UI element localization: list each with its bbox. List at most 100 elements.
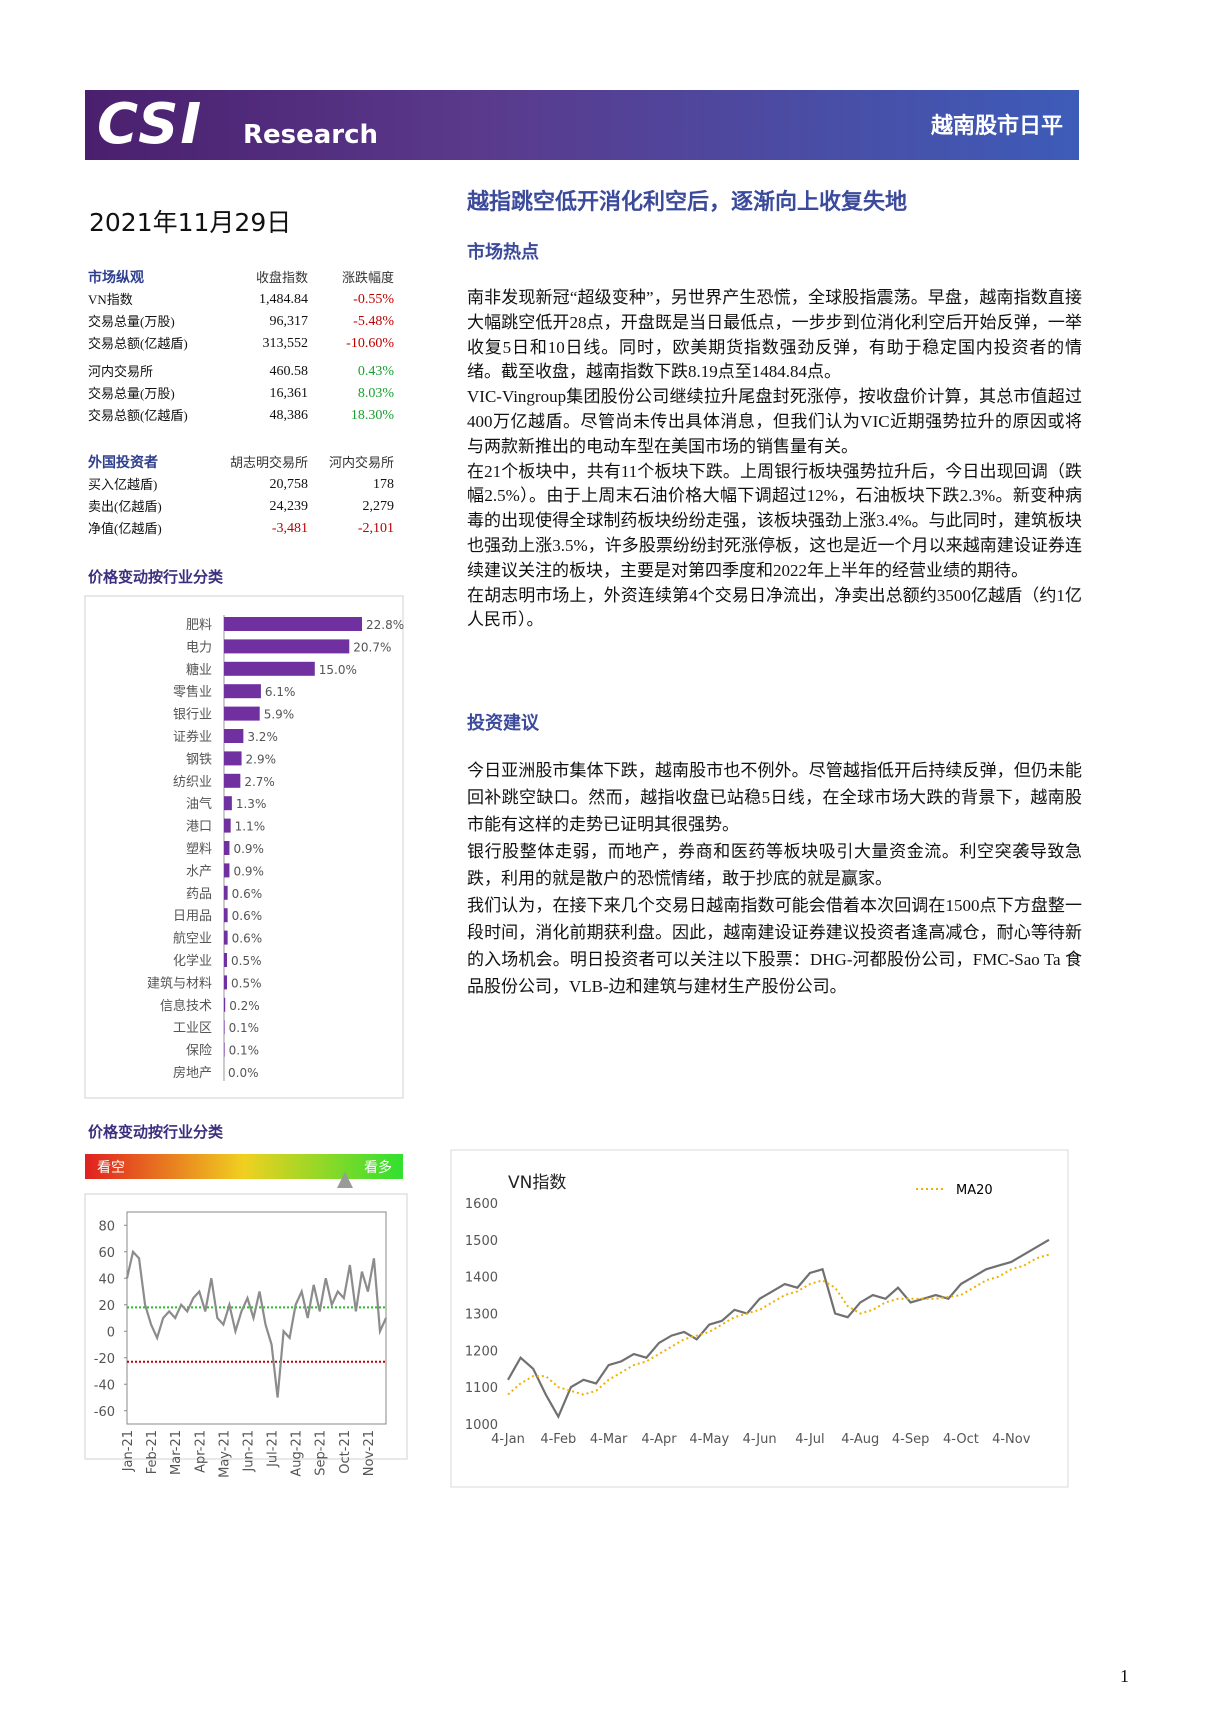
value-label: 3.2% (247, 730, 277, 744)
table-cell: -5.48% (353, 314, 394, 329)
series-line (507, 1238, 1050, 1420)
page-number: 1 (1120, 1666, 1129, 1686)
series-line (507, 1253, 1050, 1396)
section-heading: 投资建议 (467, 713, 539, 734)
y-tick-label: 60 (98, 1246, 115, 1261)
x-tick-label: Mar-21 (169, 1430, 184, 1475)
x-tick-label: 4-Aug (841, 1432, 879, 1447)
value-label: 15.0% (319, 663, 357, 677)
x-tick-label: 4-Sep (892, 1432, 929, 1447)
paragraph: 银行股整体走弱，而地产，券商和医药等板块吸引大量资金流。利空突袭导致急跌，利用的… (467, 842, 1082, 888)
value-label: 0.9% (233, 842, 264, 856)
y-tick-label: -20 (94, 1352, 115, 1367)
y-tick-label: -40 (94, 1378, 115, 1393)
header-cell: 胡志明交易所 (229, 455, 308, 470)
value-label: 20.7% (353, 640, 391, 654)
category-label: 房地产 (173, 1065, 212, 1081)
table-cell: 1,484.84 (259, 292, 308, 307)
sentiment-gradient (85, 1154, 403, 1179)
value-label: 0.9% (233, 864, 264, 878)
table-cell: VN指数 (88, 292, 133, 307)
legend-label: MA20 (956, 1183, 993, 1198)
x-tick-label: 4-Nov (992, 1432, 1031, 1447)
bar (224, 796, 232, 811)
bar (224, 975, 228, 990)
bar (224, 661, 315, 676)
table-cell: 交易总额(亿越盾) (88, 336, 188, 351)
x-tick-label: Jun-21 (241, 1430, 256, 1473)
value-label: 0.6% (232, 887, 263, 901)
table-cell: 卖出(亿越盾) (88, 499, 162, 514)
header-cell: 外国投资者 (88, 455, 158, 471)
y-tick-label: 1200 (465, 1344, 498, 1359)
bar (224, 706, 260, 721)
x-tick-label: Sep-21 (314, 1430, 329, 1476)
x-tick-label: Apr-21 (193, 1430, 208, 1473)
category-label: 航空业 (173, 931, 212, 947)
market-table: 市场纵观 收盘指数 涨跌幅度 VN指数 1,484.84 -0.55% 交易总量(万股) 96… (88, 267, 398, 427)
y-tick-label: 1600 (465, 1197, 498, 1212)
x-tick-label: 4-Oct (943, 1432, 979, 1447)
value-label: 22.8% (366, 618, 404, 632)
report-title: 越指跳空低开消化利空后，逐渐向上收复失地 (467, 190, 908, 215)
category-label: 建筑与材料 (147, 975, 212, 991)
category-label: 化学业 (173, 953, 212, 969)
bar (224, 930, 228, 945)
sentiment-marker (337, 1172, 353, 1188)
table-cell: 48,386 (269, 408, 309, 423)
table-cell: 8.03% (357, 386, 394, 401)
value-label: 0.6% (232, 909, 263, 923)
x-tick-label: 4-Feb (540, 1432, 576, 1447)
bar (224, 773, 241, 788)
bar (224, 639, 350, 654)
table-cell: 交易总额(亿越盾) (88, 408, 188, 423)
table-cell: 96,317 (269, 314, 309, 329)
category-label: 电力 (186, 640, 212, 655)
y-tick-label: 1000 (465, 1418, 498, 1433)
table-row: 交易总量(万股) 96,317 -5.48% (88, 311, 398, 333)
chart-title: 价格变动按行业分类 (88, 1123, 224, 1141)
bar (224, 1042, 225, 1057)
table-cell: 24,239 (269, 499, 309, 514)
logo: CSI (97, 92, 204, 157)
x-tick-label: Feb-21 (145, 1430, 160, 1474)
bear-label: 看空 (97, 1160, 125, 1176)
table-row: 河内交易所 460.58 0.43% (88, 361, 398, 383)
table-cell: 313,552 (262, 336, 309, 351)
category-label: 银行业 (173, 708, 212, 723)
x-tick-label: 4-May (689, 1432, 729, 1447)
paragraph: 我们认为，在接下来几个交易日越南指数可能会借着本次回调在1500点下方盘整一段时… (467, 896, 1082, 996)
bull-label: 看多 (364, 1159, 392, 1176)
bar (224, 818, 231, 833)
bar (224, 684, 261, 699)
category-label: 日用品 (173, 909, 212, 924)
header-banner: CSI Research 越南股市日平 (85, 90, 1079, 160)
series-line (125, 1249, 388, 1398)
plot-frame (126, 1211, 387, 1425)
category-label: 糖业 (186, 662, 212, 678)
value-label: 0.0% (228, 1066, 259, 1080)
table-cell: 18.30% (350, 408, 394, 423)
y-tick-label: 40 (98, 1272, 115, 1287)
category-label: 工业区 (173, 1021, 212, 1036)
value-label: 5.9% (264, 708, 295, 722)
section: 投资建议 今日亚洲股市集体下跌，越南股市也不例外。尽管越指低开后持续反弹，但仍未能… (467, 709, 1082, 1000)
category-label: 证券业 (173, 729, 212, 745)
table-cell: 交易总量(万股) (88, 386, 175, 401)
value-label: 0.1% (229, 1044, 260, 1058)
table-row: VN指数 1,484.84 -0.55% (88, 289, 398, 311)
report-date: 2021年11月29日 (89, 208, 292, 237)
bar (224, 617, 362, 631)
category-label: 纺织业 (173, 775, 212, 790)
table-cell: 河内交易所 (88, 364, 154, 379)
category-label: 钢铁 (186, 752, 212, 767)
x-tick-label: Nov-21 (362, 1430, 377, 1476)
table-cell: 净值(亿越盾) (88, 521, 162, 536)
category-label: 肥料 (186, 618, 212, 633)
x-tick-label: Jul-21 (266, 1430, 281, 1468)
foreign-table: 外国投资者 胡志明交易所 河内交易所 买入亿越盾) 20,758 178 卖出(亿越盾) 24… (88, 452, 398, 540)
header-cell: 河内交易所 (328, 455, 394, 470)
section-heading: 市场热点 (467, 242, 539, 263)
chart-title: 价格变动按行业分类 (88, 568, 224, 586)
